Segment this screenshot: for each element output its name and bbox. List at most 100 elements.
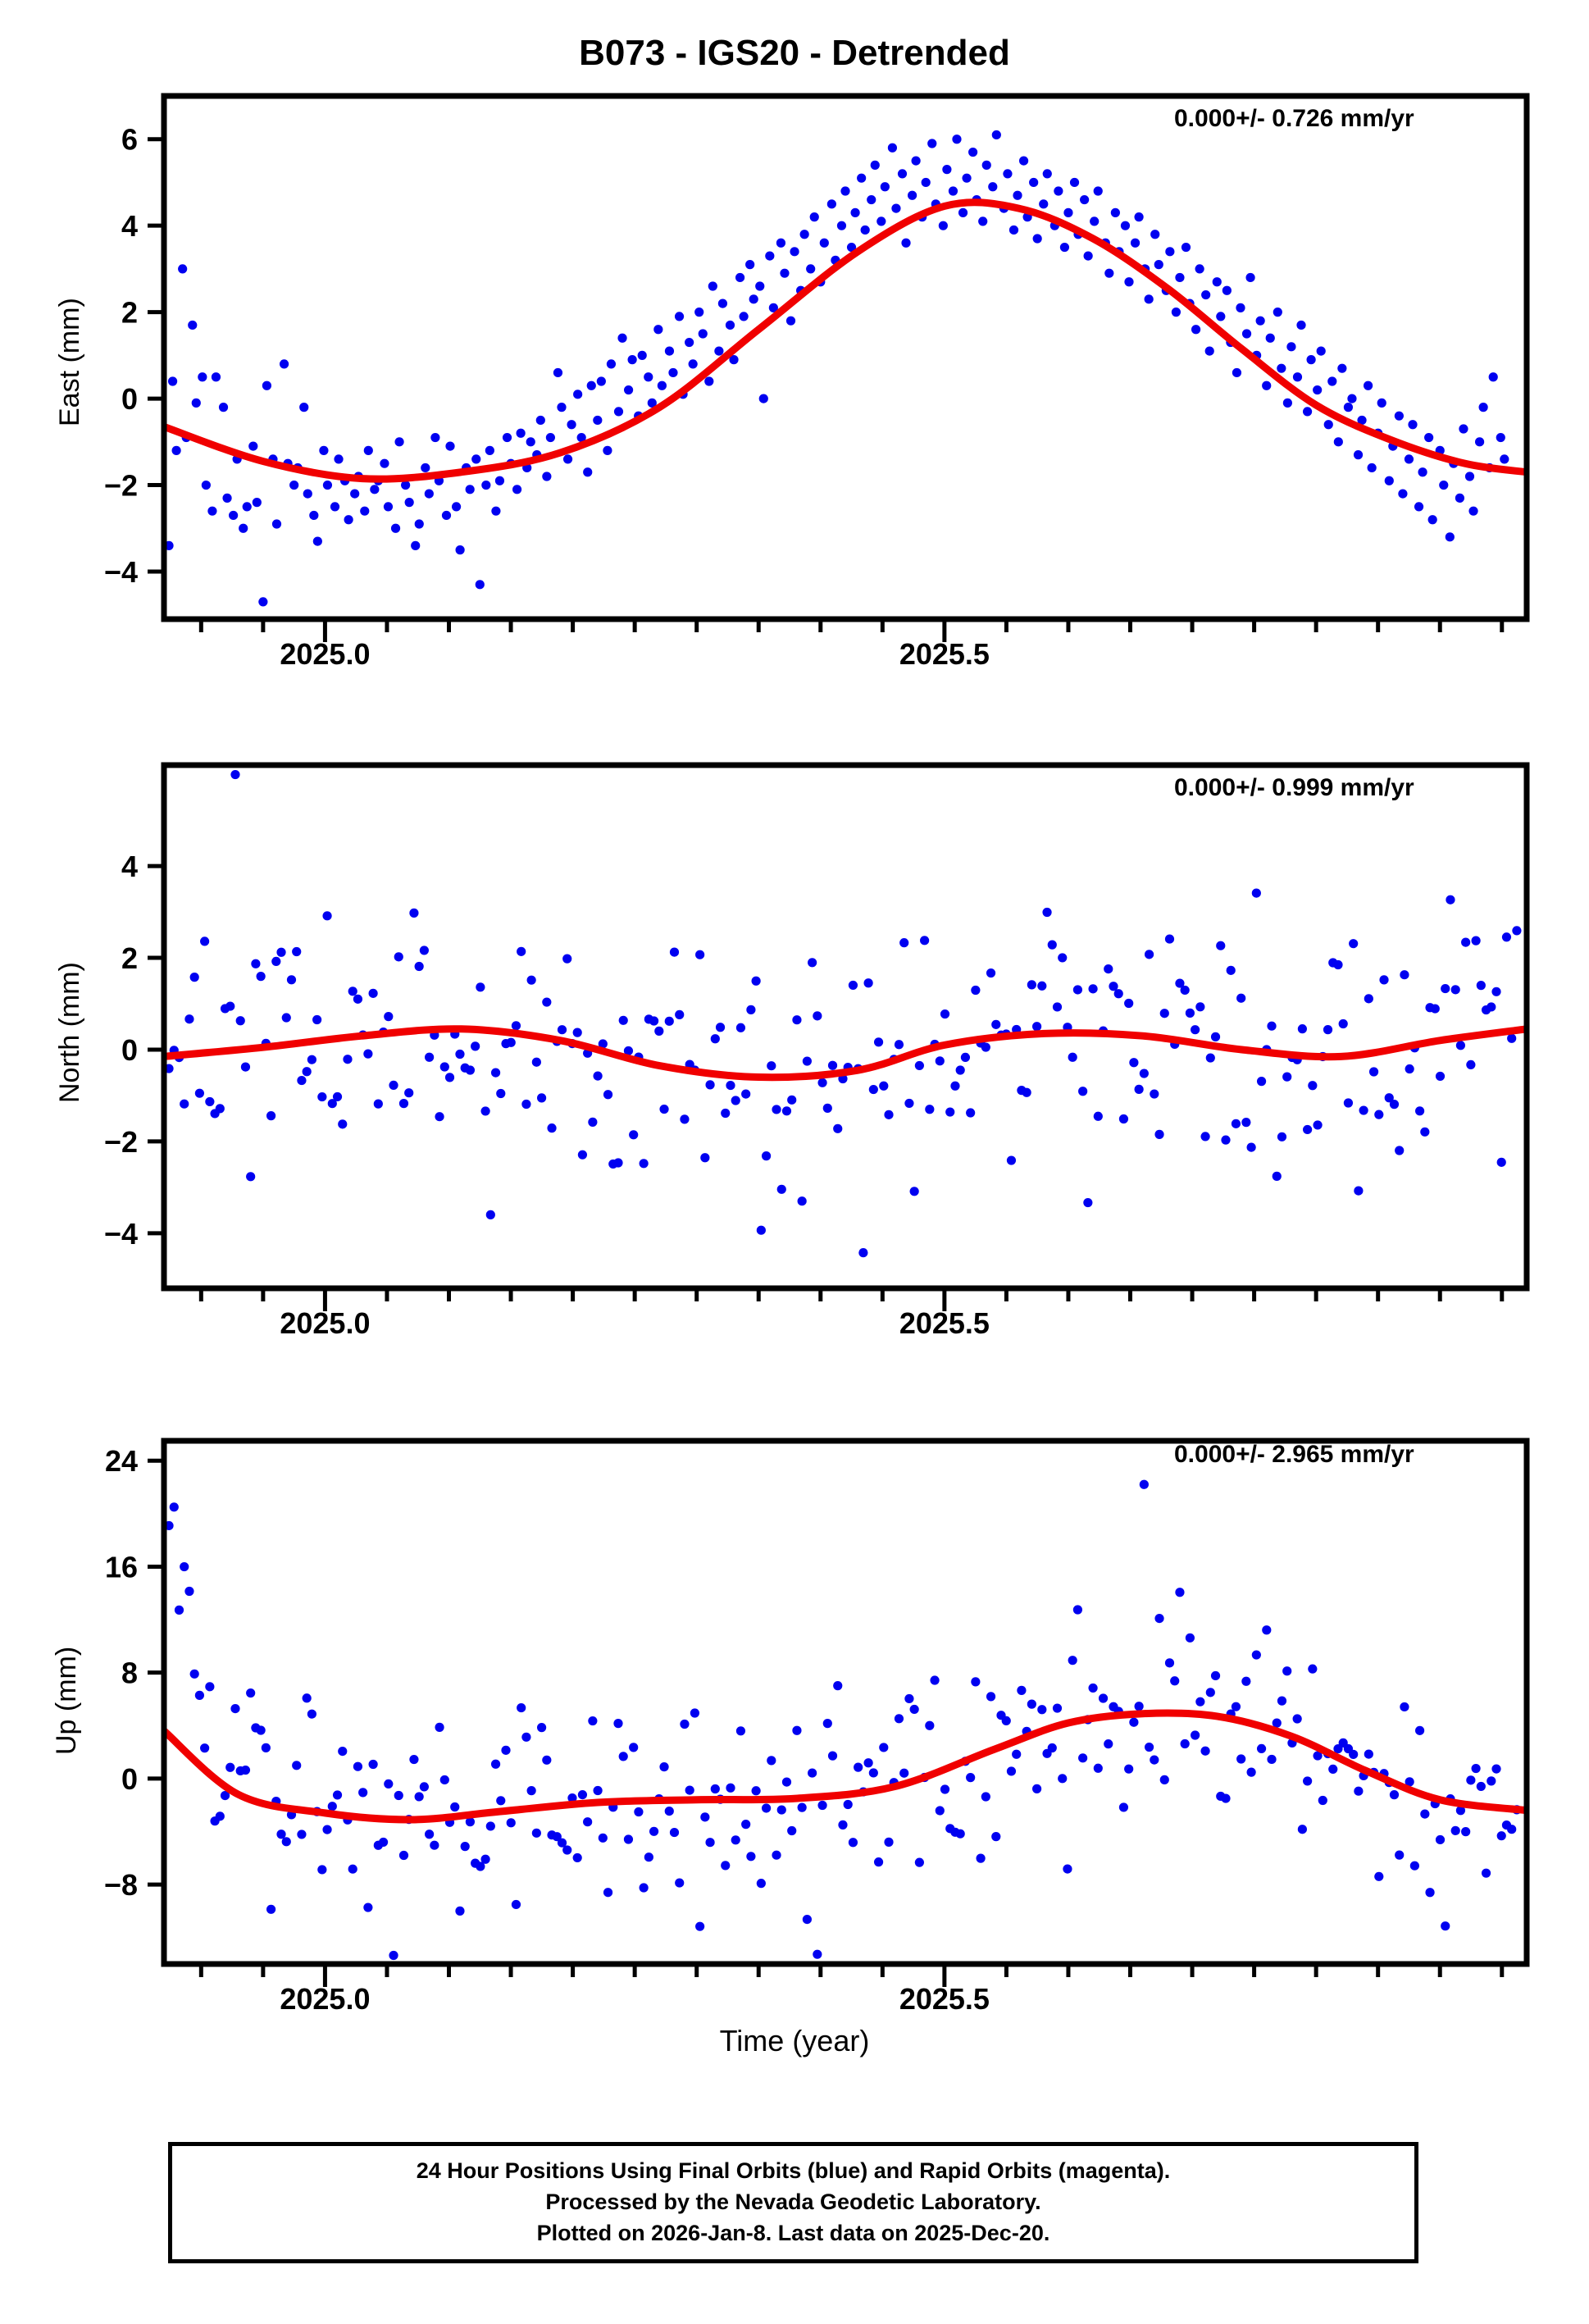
data-point — [1118, 1114, 1129, 1124]
caption-line-orbits: 24 Hour Positions Using Final Orbits (bl… — [416, 2158, 1171, 2184]
data-point — [198, 372, 207, 382]
data-point — [1017, 1685, 1027, 1695]
data-point — [1277, 1696, 1287, 1706]
data-point — [1377, 398, 1386, 408]
data-point — [1292, 1714, 1302, 1724]
data-point — [1032, 1784, 1042, 1793]
data-point — [792, 1725, 802, 1735]
data-point — [787, 1825, 797, 1836]
data-point — [1303, 1124, 1313, 1135]
data-point — [942, 165, 952, 175]
data-point — [1006, 1155, 1017, 1165]
data-point — [1068, 1052, 1077, 1062]
data-point — [1052, 1002, 1063, 1012]
data-point — [726, 1783, 735, 1793]
data-point — [481, 480, 491, 490]
data-point — [441, 510, 452, 521]
data-point — [1104, 268, 1114, 278]
data-point — [909, 1704, 919, 1715]
data-point — [451, 502, 462, 512]
data-point — [1328, 1764, 1338, 1775]
data-point — [1349, 939, 1359, 949]
data-point — [1512, 926, 1522, 936]
data-point — [251, 959, 261, 968]
data-point — [398, 1099, 409, 1109]
data-point — [1039, 199, 1049, 209]
data-point — [517, 946, 526, 956]
data-point — [444, 1073, 455, 1082]
data-point — [1029, 177, 1039, 188]
data-point — [1013, 190, 1022, 200]
data-point — [511, 1899, 521, 1910]
data-point — [1343, 403, 1354, 412]
data-point — [1251, 888, 1261, 898]
data-point — [755, 281, 765, 291]
data-point — [577, 1150, 588, 1160]
data-point — [338, 1747, 348, 1757]
data-point — [1262, 380, 1272, 390]
data-point — [1272, 1718, 1282, 1728]
data-point — [1282, 1072, 1292, 1082]
data-point — [725, 320, 735, 330]
data-point — [383, 502, 394, 512]
x-tick-label: 2025.0 — [280, 1306, 370, 1340]
data-point — [583, 1817, 593, 1827]
data-point — [1236, 993, 1246, 1003]
data-point — [675, 1878, 685, 1888]
data-point — [276, 947, 286, 957]
data-point — [521, 1732, 531, 1742]
data-layer-up — [164, 1479, 1527, 1961]
data-point — [1170, 1676, 1180, 1686]
data-point — [1354, 1786, 1364, 1796]
data-point — [1267, 1754, 1277, 1765]
data-point — [517, 1702, 526, 1713]
data-point — [332, 1790, 343, 1800]
data-point — [596, 376, 606, 386]
data-point — [826, 199, 836, 209]
data-point — [840, 186, 850, 196]
data-point — [935, 1806, 945, 1816]
data-point — [986, 1692, 996, 1702]
data-point — [319, 445, 329, 455]
data-point — [222, 493, 232, 503]
data-point — [988, 182, 998, 192]
data-point — [502, 432, 512, 443]
data-point — [201, 480, 211, 490]
x-tick-label: 2025.5 — [899, 1306, 990, 1340]
data-point — [879, 1743, 889, 1752]
data-point — [613, 1158, 623, 1168]
data-point — [1191, 325, 1201, 335]
data-point — [573, 390, 583, 399]
data-point — [332, 1091, 343, 1102]
data-point — [1398, 489, 1408, 499]
data-point — [836, 221, 847, 230]
data-point — [256, 1725, 266, 1735]
data-point — [1205, 1688, 1215, 1697]
data-point — [894, 1714, 904, 1724]
data-point — [384, 1779, 394, 1789]
data-point — [1354, 1186, 1364, 1196]
data-point — [588, 1716, 598, 1726]
data-point — [603, 1090, 613, 1100]
data-point — [1367, 463, 1377, 473]
data-point — [1394, 411, 1404, 421]
rate-annotation-north: 0.000+/- 0.999 mm/yr — [1174, 774, 1414, 801]
data-point — [370, 485, 380, 494]
data-point — [1150, 1089, 1159, 1099]
data-point — [1003, 169, 1013, 179]
data-point — [471, 1041, 480, 1051]
data-point — [1063, 207, 1073, 217]
data-point — [506, 1037, 516, 1047]
data-point — [962, 173, 972, 183]
panel-east-plot: −4 −2 0 2 4 6 2025.0 2025.5 — [104, 93, 1530, 671]
data-point — [1267, 1021, 1277, 1031]
data-point — [547, 1123, 557, 1133]
data-point — [981, 1042, 990, 1052]
data-point — [553, 367, 563, 378]
data-point — [358, 1788, 368, 1798]
data-point — [887, 143, 898, 153]
data-point — [761, 1803, 772, 1813]
x-tick-label: 2025.0 — [280, 1982, 370, 2016]
data-point — [1144, 1742, 1154, 1752]
data-point — [1476, 981, 1486, 991]
